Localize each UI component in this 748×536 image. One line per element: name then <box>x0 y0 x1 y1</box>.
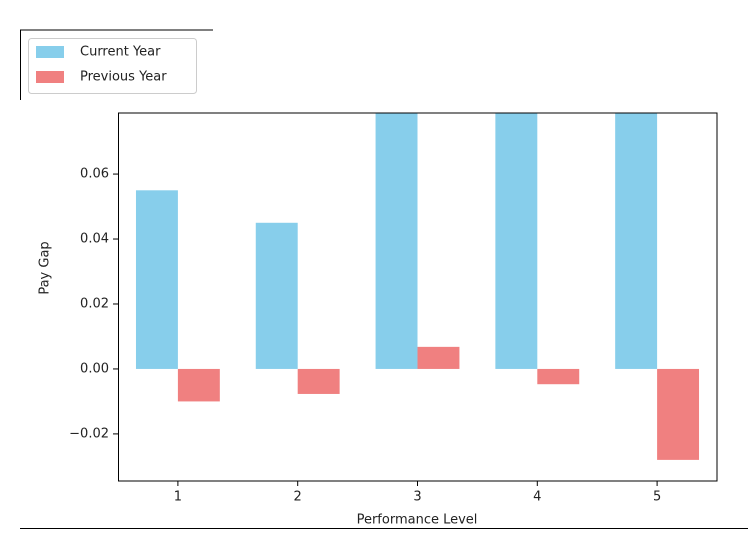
legend-box <box>28 38 197 94</box>
legend-label: Previous Year <box>80 70 167 85</box>
legend-label: Current Year <box>80 45 161 60</box>
bar <box>255 222 298 369</box>
x-tick-label: 1 <box>174 490 182 505</box>
x-tick-label: 5 <box>653 490 661 505</box>
bar <box>177 368 220 402</box>
y-tick-label: 0.04 <box>80 232 109 247</box>
bar <box>537 368 580 385</box>
x-tick-label: 3 <box>413 490 421 505</box>
y-tick-label: 0.00 <box>80 361 109 376</box>
x-tick-label: 2 <box>294 490 302 505</box>
legend-swatch <box>36 46 64 58</box>
x-axis-label: Performance Level <box>357 513 478 528</box>
legend: Current Year Previous Year <box>28 38 197 94</box>
bar <box>297 368 340 394</box>
bar <box>375 113 418 369</box>
x-tick-label: 4 <box>533 490 541 505</box>
bar <box>135 190 178 369</box>
bar <box>495 113 538 369</box>
y-tick-label: 0.02 <box>80 296 109 311</box>
y-tick-label: 0.06 <box>80 167 109 182</box>
bar <box>615 113 658 369</box>
legend-swatch <box>36 71 64 83</box>
bar <box>417 346 460 369</box>
bar <box>657 368 700 460</box>
plot-area <box>135 113 700 460</box>
y-axis-label: Pay Gap <box>38 241 53 294</box>
y-tick-label: −0.02 <box>69 426 109 441</box>
